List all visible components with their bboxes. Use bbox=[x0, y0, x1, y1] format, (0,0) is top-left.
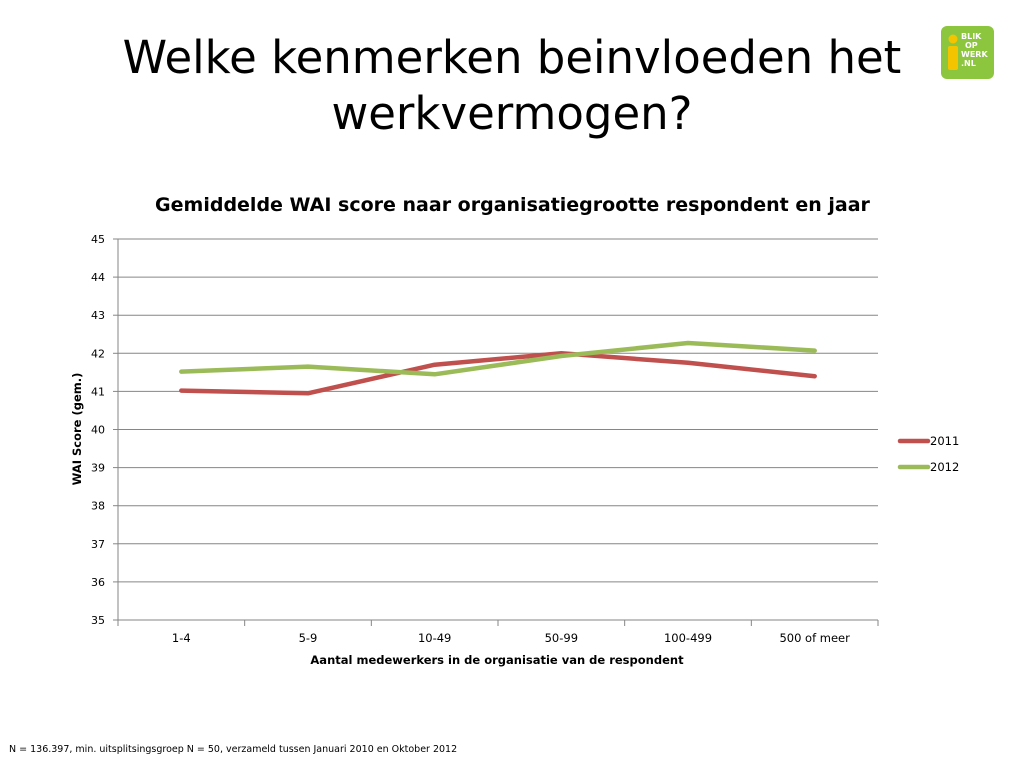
y-tick-label: 36 bbox=[91, 576, 105, 589]
series-line-2011 bbox=[179, 351, 817, 396]
slide-title-line-1: Welke kenmerken beinvloeden het bbox=[122, 31, 902, 84]
slide-title: Welke kenmerken beinvloeden het werkverm… bbox=[60, 30, 964, 142]
y-tick-label: 39 bbox=[91, 462, 105, 475]
y-axis-label: WAI Score (gem.) bbox=[70, 373, 84, 486]
x-tick-label: 100-499 bbox=[664, 631, 712, 645]
x-tick-label: 50-99 bbox=[545, 631, 578, 645]
x-tick-label: 10-49 bbox=[418, 631, 451, 645]
y-tick-label: 42 bbox=[91, 347, 105, 360]
logo-text-line-3: WERK bbox=[961, 50, 988, 59]
chart-axes: 35 36 37 38 39 40 41 42 43 44 45 1-4 5-9 10-49 50-99 10… bbox=[91, 233, 879, 645]
logo-text-line-2: OP bbox=[965, 41, 978, 50]
slide-title-line-2: werkvermogen? bbox=[331, 87, 693, 140]
footnote: N = 136.397, min. uitsplitsingsgroep N =… bbox=[9, 744, 458, 755]
logo-figure-icon bbox=[948, 34, 958, 70]
y-tick-label: 41 bbox=[91, 385, 105, 398]
logo-text: BLIK OP WERK .NL bbox=[961, 32, 988, 68]
y-tick-label: 43 bbox=[91, 309, 105, 322]
legend-label: 2011 bbox=[930, 434, 959, 448]
chart-grid bbox=[118, 238, 878, 621]
logo-text-line-1: BLIK bbox=[961, 32, 982, 41]
y-tick-label: 37 bbox=[91, 538, 105, 551]
y-tick-label: 35 bbox=[91, 614, 105, 627]
x-tick-label: 5-9 bbox=[299, 631, 318, 645]
y-tick-label: 45 bbox=[91, 233, 105, 246]
blik-op-werk-logo: BLIK OP WERK .NL bbox=[941, 26, 994, 79]
chart-series bbox=[179, 340, 817, 396]
y-tick-label: 38 bbox=[91, 500, 105, 513]
x-tick-label: 1-4 bbox=[172, 631, 191, 645]
y-tick-label: 44 bbox=[91, 271, 105, 284]
legend-label: 2012 bbox=[930, 460, 959, 474]
chart-title: Gemiddelde WAI score naar organisatiegro… bbox=[155, 194, 870, 216]
logo-text-line-4: .NL bbox=[961, 59, 976, 68]
x-axis-label: Aantal medewerkers in de organisatie van… bbox=[310, 653, 684, 667]
chart-legend: 2011 2012 bbox=[897, 434, 959, 474]
series-line-2012 bbox=[179, 340, 817, 377]
x-tick-label: 500 of meer bbox=[779, 631, 850, 645]
y-tick-label: 40 bbox=[91, 424, 105, 437]
